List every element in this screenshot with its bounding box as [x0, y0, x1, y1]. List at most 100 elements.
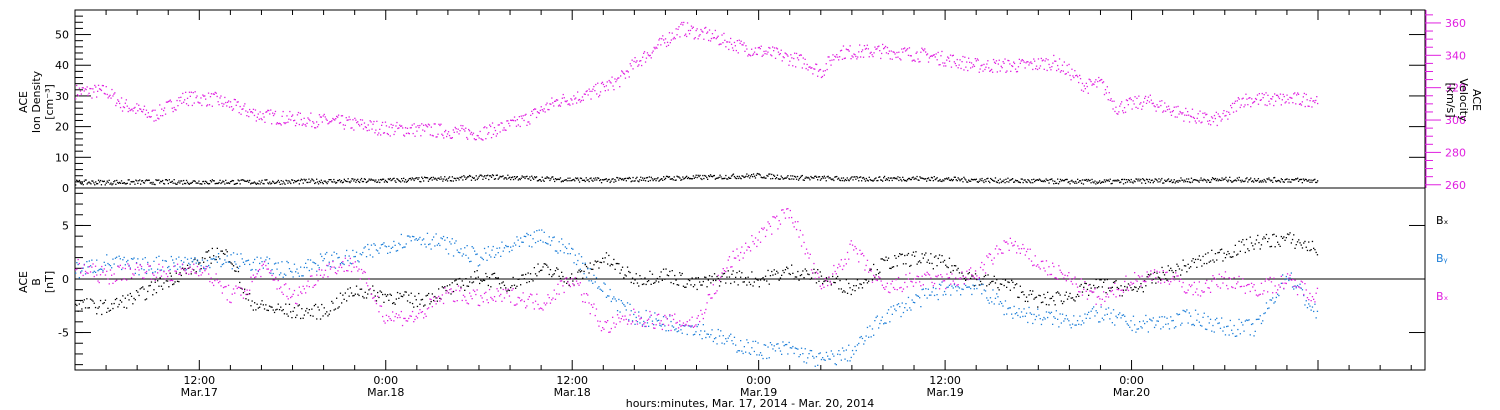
density-series-point [1037, 179, 1040, 181]
density-series-point [1225, 176, 1227, 179]
density-series-point [781, 176, 783, 179]
by-series-point [382, 243, 384, 245]
density-series-point [213, 180, 215, 182]
bx-series-point [1132, 288, 1135, 291]
bx-series-point [285, 303, 287, 305]
velocity-series-point [931, 55, 933, 57]
by-series-point [328, 261, 330, 263]
velocity-series-point [733, 41, 736, 44]
bz-series-point [292, 293, 294, 295]
velocity-series-point [594, 90, 596, 92]
density-series-point [1199, 179, 1201, 181]
by-series-point [460, 248, 462, 250]
bz-series-point [189, 266, 191, 268]
bz-series-point [262, 263, 264, 265]
velocity-series-point [1062, 70, 1064, 72]
by-series-point [1004, 300, 1007, 302]
by-series-point [118, 255, 120, 257]
velocity-series-point [380, 134, 382, 136]
density-series-point [875, 177, 877, 179]
by-series-point [308, 269, 310, 272]
by-series-point [690, 326, 692, 328]
bx-series-point [623, 277, 625, 279]
velocity-series-point [500, 122, 502, 124]
velocity-series-point [743, 42, 745, 44]
velocity-series-point [199, 102, 201, 104]
velocity-series-point [638, 64, 640, 66]
velocity-series-point [745, 45, 747, 47]
velocity-series-point [795, 66, 797, 68]
by-series-point [174, 265, 176, 267]
velocity-series-point [285, 122, 287, 124]
bx-series-point [958, 272, 961, 274]
bz-series-point [245, 293, 247, 296]
by-series-point [764, 344, 767, 346]
velocity-series-point [916, 51, 918, 53]
by-series-point [787, 353, 789, 355]
bx-series-point [695, 277, 697, 279]
velocity-series-point [1188, 121, 1191, 123]
density-series-point [247, 179, 249, 182]
density-series-point [559, 177, 562, 179]
bx-series-point [900, 254, 902, 256]
density-series-point [635, 177, 637, 180]
by-series-point [224, 259, 226, 261]
bx-series-point [1136, 290, 1138, 292]
bx-series-point [232, 265, 235, 267]
bz-series-point [300, 291, 302, 293]
density-series-point [1061, 179, 1064, 181]
velocity-series-point [393, 133, 395, 136]
velocity-series-point [892, 51, 894, 53]
by-series-point [921, 288, 923, 291]
bx-series-point [1250, 242, 1253, 244]
density-series-point [137, 182, 139, 184]
density-series-point [107, 181, 109, 184]
by-series-point [517, 239, 519, 241]
bx-series-point [118, 303, 120, 306]
by-series-point [958, 287, 961, 289]
velocity-series-point [719, 43, 721, 45]
by-series-point [337, 257, 339, 259]
by-series-point [890, 306, 892, 308]
density-series-point [574, 180, 576, 182]
velocity-series-point [1312, 100, 1314, 102]
density-series-point [903, 178, 905, 181]
bx-series-point [183, 269, 185, 271]
velocity-series-point [867, 48, 869, 50]
velocity-series-point [102, 85, 104, 87]
bx-series-point [265, 304, 267, 306]
velocity-series-point [88, 92, 90, 94]
by-series-point [1084, 313, 1086, 315]
by-series-point [1006, 313, 1008, 315]
density-series-point [1218, 178, 1220, 181]
density-series-point [1216, 178, 1218, 180]
density-series-point [611, 178, 613, 180]
by-series-point [1208, 322, 1210, 324]
velocity-series-point [405, 132, 408, 135]
density-series-point [151, 183, 153, 185]
density-series-point [815, 175, 817, 177]
bz-series-point [307, 280, 309, 282]
bx-series-point [352, 295, 354, 297]
density-series-point [676, 175, 678, 177]
bx-series-point [802, 270, 804, 272]
by-series-point [261, 261, 263, 263]
velocity-series-point [761, 55, 763, 57]
velocity-series-point [1131, 108, 1133, 110]
bx-series-point [204, 257, 206, 260]
velocity-series-point [338, 122, 341, 124]
by-series-point [355, 251, 358, 253]
velocity-series-point [690, 25, 693, 27]
bx-series-point [497, 277, 499, 279]
bz-series-point [148, 265, 150, 267]
bx-series-point [937, 257, 939, 260]
density-series-point [980, 179, 982, 182]
by-series-point [635, 316, 637, 319]
density-series-point [1311, 181, 1313, 183]
bz-series-point [118, 266, 120, 268]
by-series-point [776, 343, 778, 345]
density-series-point [430, 176, 432, 179]
density-series-point [1192, 179, 1194, 181]
by-series-point [346, 249, 348, 252]
velocity-series-point [1179, 110, 1181, 113]
